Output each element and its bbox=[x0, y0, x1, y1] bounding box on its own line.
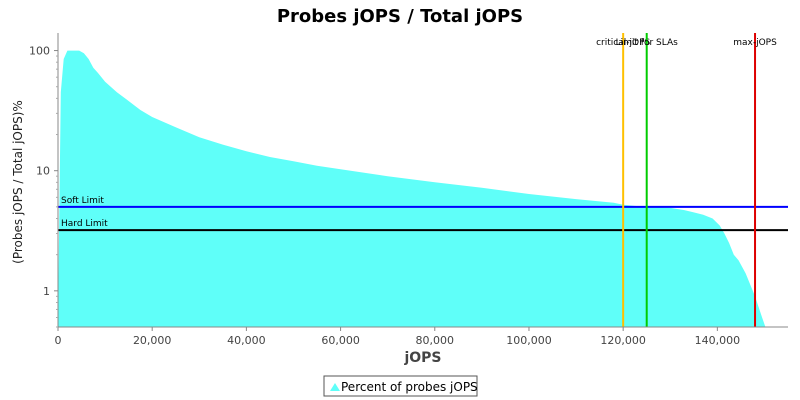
chart-title: Probes jOPS / Total jOPS bbox=[277, 6, 523, 27]
y-axis-title: (Probes jOPS / Total jOPS)% bbox=[11, 100, 25, 264]
hline-label-soft-limit: Soft Limit bbox=[61, 196, 104, 206]
y-tick-label: 100 bbox=[29, 45, 50, 58]
vline-label-limit-for-slas: Limit for SLAs bbox=[616, 38, 678, 48]
x-tick-label: 100,000 bbox=[506, 334, 552, 347]
y-tick-label: 1 bbox=[43, 285, 50, 298]
x-tick-label: 20,000 bbox=[133, 334, 172, 347]
x-axis-title: jOPS bbox=[403, 350, 441, 366]
hline-label-hard-limit: Hard Limit bbox=[61, 219, 108, 229]
x-tick-label: 40,000 bbox=[227, 334, 266, 347]
horizontal-lines: Soft Limit Hard Limit bbox=[58, 196, 788, 232]
y-tick-label: 10 bbox=[36, 165, 50, 178]
x-tick-label: 0 bbox=[55, 334, 62, 347]
legend-swatch-icon bbox=[330, 383, 340, 391]
vline-label-max-jops: max-jOPS bbox=[733, 38, 777, 48]
legend-label: Percent of probes jOPS bbox=[341, 380, 478, 394]
x-tick-label: 120,000 bbox=[600, 334, 646, 347]
series-area-percent-of-probes-jops bbox=[58, 50, 788, 327]
x-axis-ticks: 0 20,000 40,000 60,000 80,000 100,000 120,000 1… bbox=[55, 327, 741, 347]
legend: Percent of probes jOPS bbox=[323, 375, 478, 397]
vline-label-critical-jops: critical-jOPS bbox=[596, 38, 650, 48]
legend-box bbox=[323, 375, 478, 397]
x-tick-label: 140,000 bbox=[695, 334, 741, 347]
x-tick-label: 60,000 bbox=[321, 334, 360, 347]
y-axis-ticks: 1 10 100 bbox=[29, 45, 58, 328]
plot-area: Soft Limit Hard Limit critical-jOPSLimit … bbox=[29, 33, 788, 347]
x-tick-label: 80,000 bbox=[416, 334, 455, 347]
